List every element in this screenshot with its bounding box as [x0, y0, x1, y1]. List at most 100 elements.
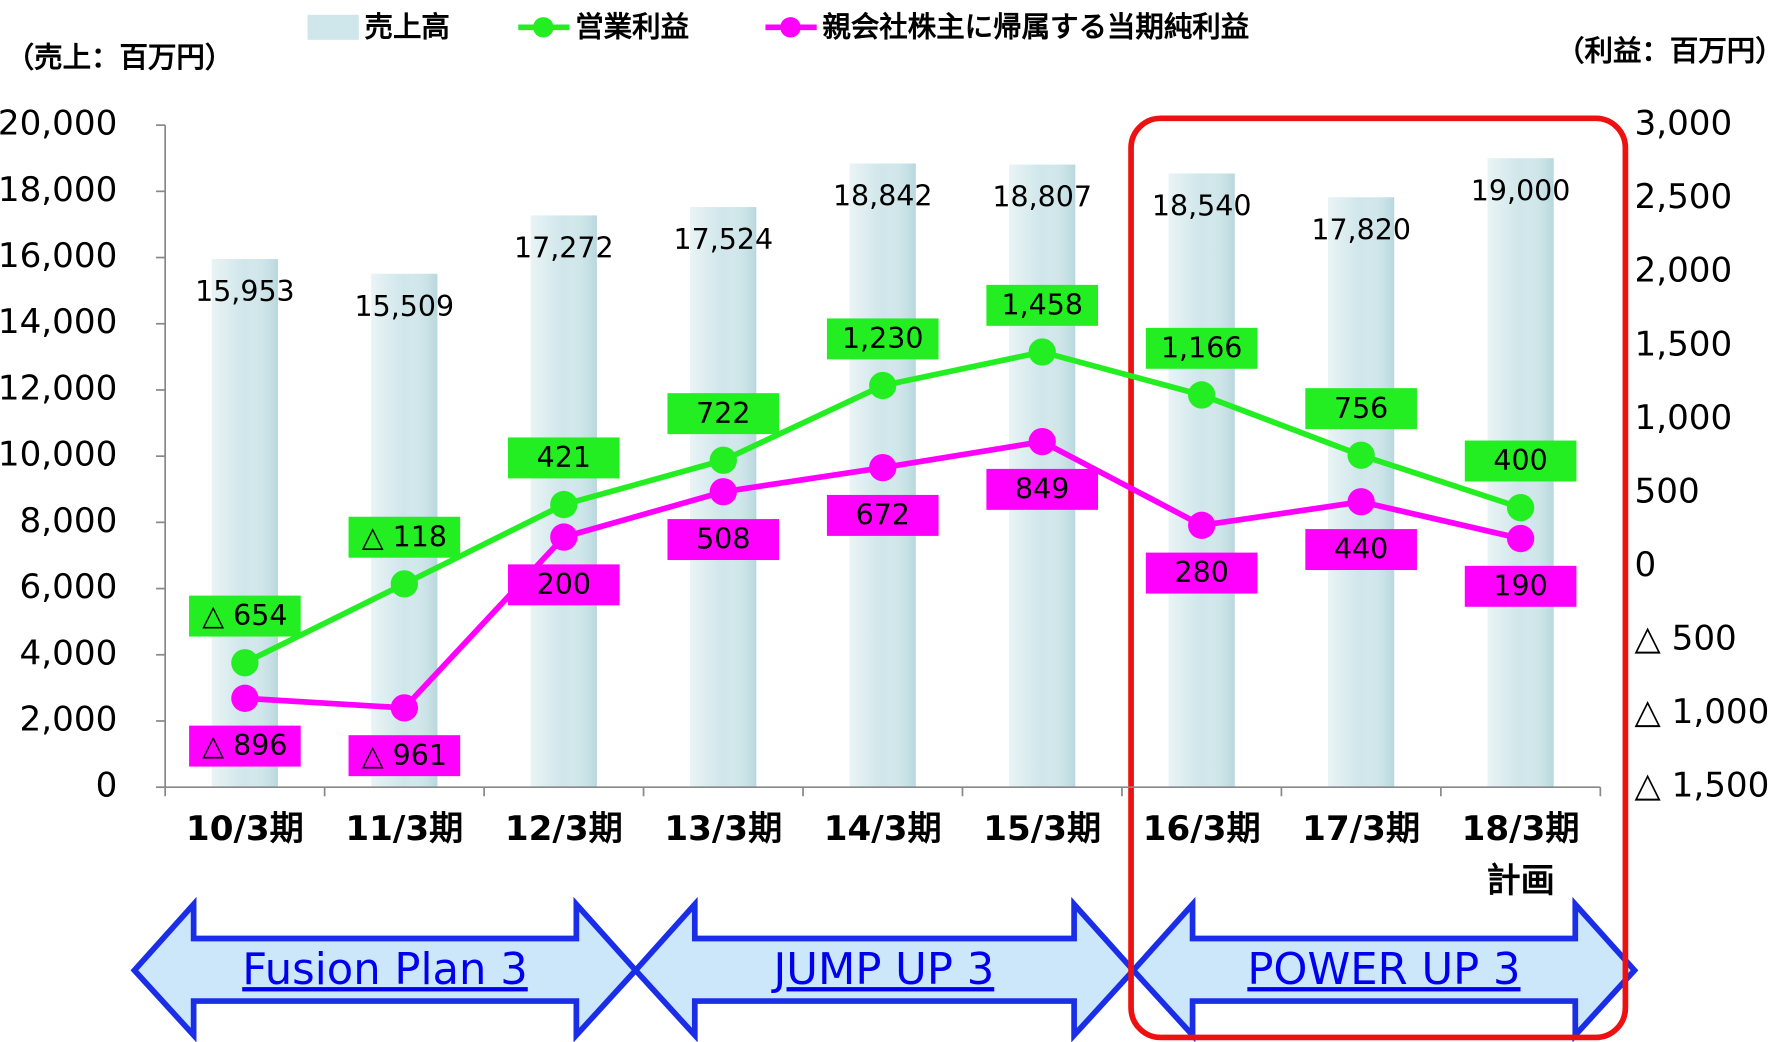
value-label-box	[667, 519, 780, 561]
y2-tick-label: 1,000	[1635, 398, 1733, 438]
bar-value-label: 15,509	[355, 290, 455, 323]
y2-tick-label: 3,000	[1635, 104, 1733, 144]
y2-tick-label: 2,000	[1635, 251, 1733, 291]
point	[390, 570, 419, 598]
y-tick-label: 14,000	[0, 302, 117, 342]
legend-label: 親会社株主に帰属する当期純利益	[822, 10, 1249, 43]
x-tick-label: 17/3期	[1302, 809, 1420, 849]
point	[1188, 381, 1216, 409]
y-tick-label: 2,000	[20, 699, 118, 739]
value-label: △ 961	[362, 739, 447, 772]
bar-value-label: 17,272	[514, 232, 614, 265]
x-tick-label: 10/3期	[186, 809, 304, 849]
point	[869, 371, 897, 400]
x-tick-label: 14/3期	[824, 809, 942, 849]
value-label: 400	[1493, 444, 1547, 477]
legend-swatch	[533, 17, 554, 38]
point	[1347, 441, 1375, 469]
point	[1188, 511, 1216, 539]
y2-axis-label: （利益：百万円）	[1556, 34, 1784, 67]
point	[550, 523, 578, 551]
value-label-box	[826, 494, 939, 536]
point	[231, 684, 259, 712]
value-label-box	[508, 437, 620, 479]
y-tick-label: 18,000	[0, 170, 117, 210]
y-tick-label: 16,000	[0, 236, 117, 276]
y-tick-label: 8,000	[20, 501, 118, 541]
value-label-box	[1305, 529, 1417, 571]
value-label-box	[1464, 440, 1577, 482]
bar-value-label: 18,807	[992, 181, 1092, 214]
bar-shade	[1168, 173, 1235, 788]
value-label-box	[348, 735, 461, 777]
x-tick-label: 13/3期	[664, 809, 782, 849]
y-tick-label: 20,000	[0, 104, 117, 144]
value-label-box	[986, 284, 1099, 326]
value-label: 1,166	[1161, 331, 1242, 364]
legend-swatch	[307, 14, 359, 40]
y-axis-label: （売上：百万円）	[6, 41, 234, 74]
value-label-box	[826, 318, 939, 360]
highlight-frame	[1128, 115, 1629, 1041]
value-label-box	[508, 564, 620, 606]
value-label: 756	[1334, 392, 1388, 425]
value-label: 280	[1175, 556, 1229, 589]
value-label-box	[1464, 565, 1577, 607]
bar-value-label: 17,524	[673, 223, 773, 256]
value-label: 190	[1493, 569, 1547, 602]
x-tick-label: 15/3期	[983, 809, 1101, 849]
phase-label: JUMP UP 3	[771, 945, 995, 995]
value-label: 508	[696, 523, 750, 556]
y2-tick-label: 2,500	[1635, 177, 1733, 217]
value-label: 421	[537, 441, 591, 474]
y2-tick-label: 1,500	[1635, 324, 1733, 364]
bar-value-label: 17,820	[1311, 213, 1411, 246]
value-label: 722	[696, 397, 750, 430]
value-label-box	[189, 595, 301, 637]
legend-swatch	[780, 17, 801, 38]
value-label: △ 654	[202, 599, 287, 632]
point	[1506, 494, 1535, 522]
bar-value-label: 15,953	[195, 275, 295, 308]
point	[1028, 427, 1056, 456]
y2-tick-label: △ 1,000	[1635, 692, 1770, 732]
value-label-box	[1305, 388, 1417, 430]
value-label: △ 118	[362, 520, 447, 553]
phase-label: Fusion Plan 3	[242, 945, 528, 995]
y-tick-label: 0	[96, 766, 118, 806]
y2-tick-label: 0	[1635, 545, 1657, 585]
point	[709, 446, 737, 474]
value-label: 1,230	[842, 322, 923, 355]
point	[550, 490, 578, 519]
point	[709, 478, 737, 506]
value-label-box	[986, 468, 1099, 510]
value-label: 849	[1015, 473, 1069, 506]
plan-label: 計画	[1486, 861, 1554, 901]
value-label-box	[1145, 327, 1258, 369]
y2-tick-label: 500	[1635, 471, 1700, 511]
bar-value-label: 18,540	[1152, 190, 1252, 223]
x-tick-label: 16/3期	[1143, 809, 1261, 849]
x-tick-label: 18/3期	[1462, 809, 1580, 849]
y-tick-label: 10,000	[0, 435, 117, 475]
bar-value-label: 18,842	[833, 180, 933, 213]
y-tick-label: 12,000	[0, 368, 117, 408]
point	[869, 453, 897, 482]
point	[1347, 488, 1375, 516]
value-label-box	[348, 516, 461, 558]
y-tick-label: 4,000	[20, 633, 118, 673]
phase-label: POWER UP 3	[1247, 945, 1520, 995]
x-tick-label: 11/3期	[345, 809, 463, 849]
y2-tick-label: △ 1,500	[1635, 766, 1770, 806]
point	[390, 694, 419, 722]
value-label: 200	[537, 568, 591, 601]
point	[1028, 338, 1056, 366]
legend-label: 売上高	[364, 10, 449, 43]
y-tick-label: 6,000	[20, 567, 118, 607]
value-label: 440	[1334, 533, 1388, 566]
y2-tick-label: △ 500	[1635, 619, 1737, 659]
point	[1506, 524, 1535, 553]
value-label-box	[189, 725, 301, 767]
